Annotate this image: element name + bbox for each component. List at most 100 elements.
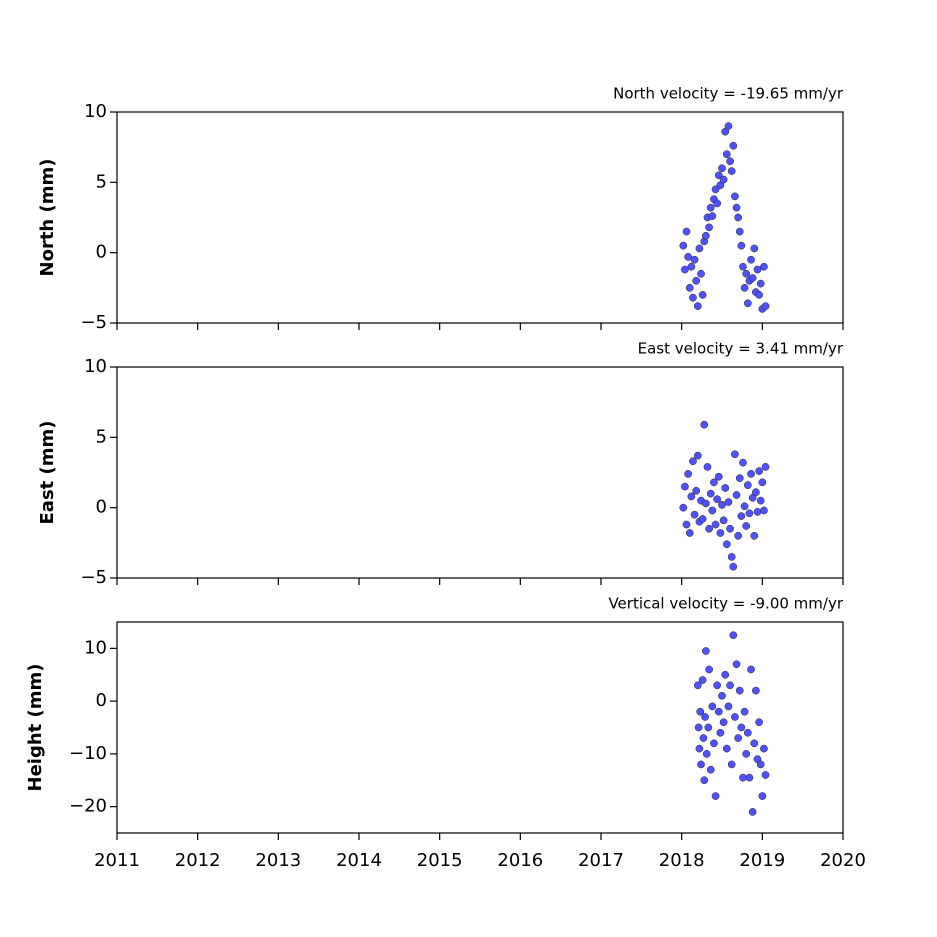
point — [719, 516, 728, 525]
point — [718, 164, 726, 173]
point — [737, 723, 746, 732]
x-tick-label: 2014 — [336, 850, 382, 871]
point — [710, 739, 718, 748]
point — [729, 562, 738, 571]
plot-frame — [116, 621, 844, 834]
x-tick-label: 2013 — [255, 850, 301, 871]
point — [719, 175, 728, 184]
y-tick-label: −20 — [69, 796, 107, 817]
point — [702, 647, 710, 655]
point — [726, 681, 734, 690]
point — [684, 470, 692, 478]
y-tick-label: −5 — [80, 312, 107, 333]
point — [714, 472, 723, 481]
point — [740, 707, 749, 716]
point — [700, 776, 709, 785]
point — [700, 420, 709, 429]
y-tick-label: 10 — [84, 101, 107, 122]
point — [698, 515, 707, 523]
point — [760, 262, 768, 271]
point — [681, 265, 689, 274]
annotation: East velocity = 3.41 mm/yr — [638, 340, 844, 358]
point — [743, 481, 752, 490]
point — [735, 686, 744, 695]
annotation: North velocity = -19.65 mm/yr — [613, 85, 844, 103]
point — [713, 681, 722, 690]
point — [687, 492, 696, 501]
y-tick-label: 5 — [96, 171, 107, 192]
point — [718, 692, 726, 700]
point — [726, 157, 734, 166]
point — [687, 262, 696, 271]
y-tick-label: 0 — [96, 242, 107, 263]
point — [748, 274, 757, 282]
point — [722, 540, 731, 549]
point — [697, 269, 705, 278]
y-tick-label: −10 — [69, 743, 107, 764]
point — [742, 269, 751, 278]
y-tick-label: 10 — [84, 356, 107, 377]
point — [758, 478, 767, 487]
point — [745, 509, 754, 518]
x-tick-label: 2019 — [739, 850, 785, 871]
point — [752, 488, 760, 497]
x-tick-label: 2015 — [417, 850, 463, 871]
point — [739, 262, 747, 271]
point — [750, 244, 759, 253]
point — [755, 718, 763, 727]
point — [692, 276, 701, 285]
point — [732, 660, 741, 669]
point — [731, 713, 739, 721]
point — [745, 773, 754, 782]
point — [743, 728, 752, 737]
point — [761, 302, 770, 310]
point — [750, 531, 759, 540]
point — [693, 681, 702, 690]
point — [755, 291, 763, 299]
point — [690, 510, 699, 519]
point — [727, 553, 736, 561]
point — [758, 792, 767, 800]
point — [727, 760, 736, 769]
y-tick-label: −5 — [80, 567, 107, 588]
point — [731, 450, 739, 459]
point — [721, 484, 730, 492]
x-tick-label: 2012 — [175, 850, 221, 871]
y-tick-label: 5 — [96, 426, 107, 447]
point — [740, 283, 749, 292]
point — [722, 744, 731, 753]
x-tick-label: 2016 — [497, 850, 543, 871]
point — [737, 512, 746, 520]
point — [742, 522, 751, 530]
point — [693, 451, 702, 460]
x-tick-label: 2017 — [578, 850, 624, 871]
x-tick-label: 2011 — [94, 850, 140, 871]
point — [698, 676, 707, 684]
point — [756, 496, 765, 505]
point — [697, 760, 705, 769]
point — [740, 502, 749, 511]
point — [747, 255, 755, 264]
point — [735, 474, 744, 482]
point — [693, 302, 702, 310]
point — [695, 244, 704, 253]
plot-frame — [116, 366, 844, 579]
point — [705, 223, 713, 232]
point — [689, 457, 697, 466]
point — [724, 498, 733, 506]
point — [719, 718, 728, 727]
point — [690, 255, 699, 264]
point — [711, 185, 720, 194]
point — [710, 478, 718, 487]
point — [708, 702, 717, 711]
point — [682, 227, 691, 236]
y-axis-label: East (mm) — [37, 421, 58, 525]
point — [684, 253, 692, 261]
annotation: Vertical velocity = -9.00 mm/yr — [608, 595, 843, 613]
point — [716, 529, 725, 537]
point — [750, 739, 759, 748]
point — [756, 760, 765, 769]
point — [731, 192, 739, 201]
point — [708, 212, 717, 220]
